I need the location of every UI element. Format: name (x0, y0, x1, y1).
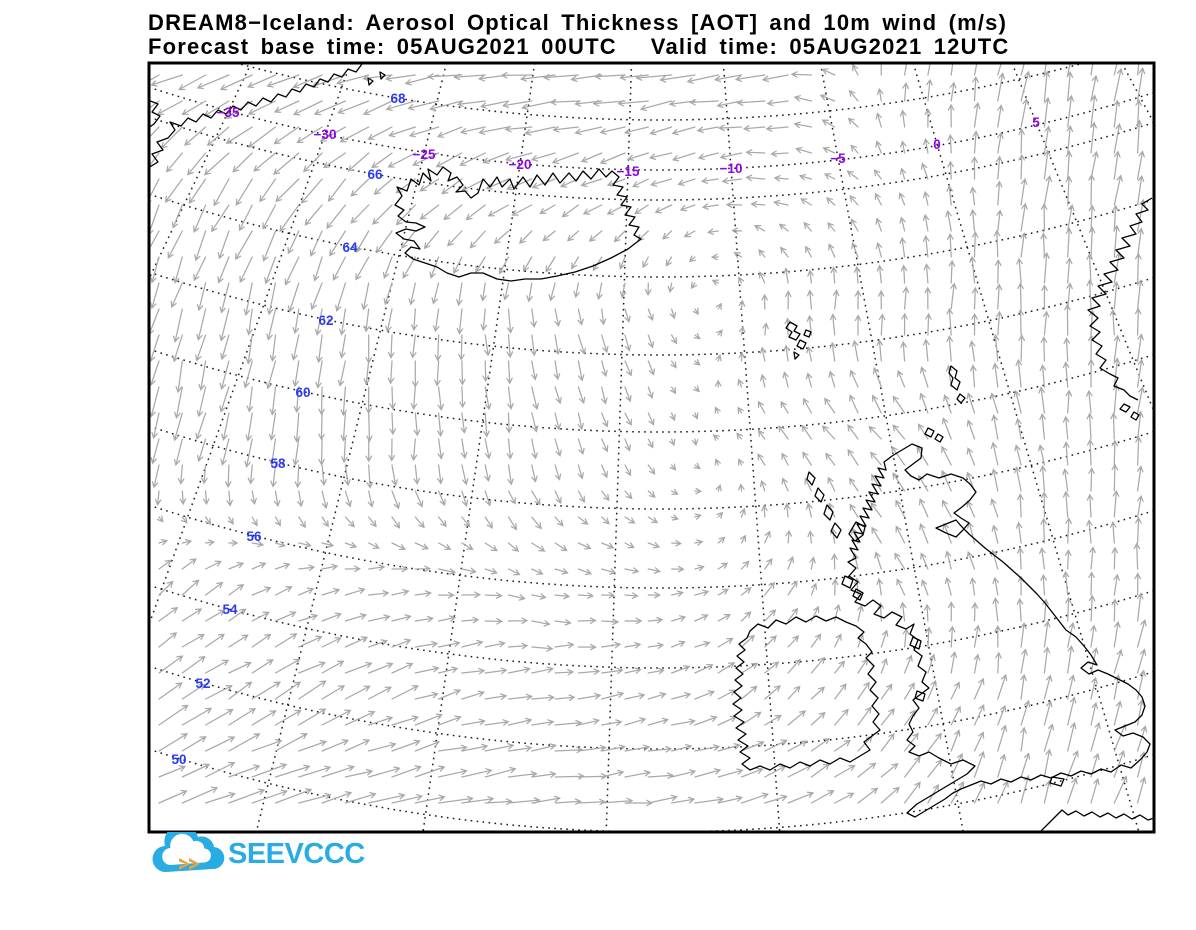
longitude-label: −20 (509, 157, 532, 172)
latitude-label: 64 (342, 240, 358, 255)
longitude-label: −25 (413, 147, 436, 162)
latitude-label: 68 (390, 91, 406, 106)
coastlines (150, 64, 1153, 831)
seevccc-logo (152, 832, 225, 873)
coastline (1087, 197, 1153, 401)
graticule (150, 64, 1153, 831)
meridian-line (150, 64, 351, 625)
meridian-line (722, 64, 781, 831)
coastline (852, 588, 864, 601)
meridian-line (150, 64, 252, 279)
longitude-label: −15 (617, 164, 640, 179)
parallel-line (150, 425, 1153, 510)
longitude-label: −35 (217, 105, 240, 120)
latitude-label: 56 (246, 529, 262, 544)
legend: 20 0.010.050.10.150.20.40.60.81 (0, 870, 1196, 930)
parallel-line (150, 86, 1153, 171)
map-subtitle-times: Forecast base time: 05AUG2021 00UTC Vali… (148, 34, 1010, 59)
coastline (796, 339, 807, 350)
latitude-label: 66 (367, 167, 383, 182)
coastline (367, 77, 374, 86)
coastline (150, 64, 363, 168)
longitude-label: −30 (314, 127, 337, 142)
coastline (785, 321, 801, 341)
coastline (732, 615, 881, 771)
meridian-line (1121, 64, 1153, 123)
coastline (956, 393, 966, 404)
coastline (1119, 403, 1131, 413)
cloud-icon (152, 832, 225, 873)
coastline (847, 443, 1151, 818)
parallel-line (150, 665, 1153, 750)
coastline (823, 504, 834, 521)
coastline (914, 690, 926, 702)
coastline (924, 427, 935, 438)
parallel-line (150, 584, 1153, 669)
coastline (379, 71, 386, 80)
longitude-label: 0 (933, 137, 941, 152)
longitude-label: −5 (830, 151, 846, 166)
meridian-line (255, 64, 448, 831)
meridian-line (1011, 64, 1153, 411)
coastline (1130, 411, 1140, 421)
latitude-label: 50 (171, 752, 186, 767)
longitude-label: 5 (1032, 115, 1040, 130)
map-border (147, 61, 1156, 834)
latitude-label: 62 (318, 313, 333, 328)
coastline (830, 522, 842, 539)
latitude-label: 60 (295, 385, 310, 400)
seevccc-logo-text: SEEVCCC (228, 838, 365, 870)
coastline (948, 365, 961, 391)
parallel-line (150, 271, 1153, 356)
coastline (1040, 809, 1153, 831)
coastline (806, 471, 816, 486)
parallel-line (150, 504, 1153, 589)
map-title: DREAM8−Iceland: Aerosol Optical Thicknes… (148, 10, 1008, 35)
latitude-label: 54 (222, 602, 238, 617)
parallel-line (150, 193, 1153, 278)
coastline (814, 487, 825, 503)
wind-vector-field (150, 64, 1148, 807)
parallel-line (236, 64, 1083, 121)
coastline (1049, 776, 1065, 787)
latitude-label: 52 (195, 676, 210, 691)
longitude-label: −10 (720, 161, 743, 176)
coastline (803, 329, 812, 338)
meridian-line (912, 64, 1140, 831)
coastline (934, 433, 944, 443)
parallel-line (150, 348, 1153, 433)
coastline (150, 100, 161, 128)
coastline (909, 636, 922, 650)
latitude-label: 58 (270, 456, 286, 471)
coastline (793, 351, 800, 360)
map-interior (150, 64, 1153, 831)
parallel-line (150, 116, 1153, 201)
coastline (394, 166, 642, 282)
meridian-line (605, 64, 633, 831)
graticule-labels: −35 −30 −25 −20 −15 −10 −5 0 5 68 66 64 62 60 58 56 54 52… (171, 91, 1040, 767)
coastline (841, 575, 854, 589)
